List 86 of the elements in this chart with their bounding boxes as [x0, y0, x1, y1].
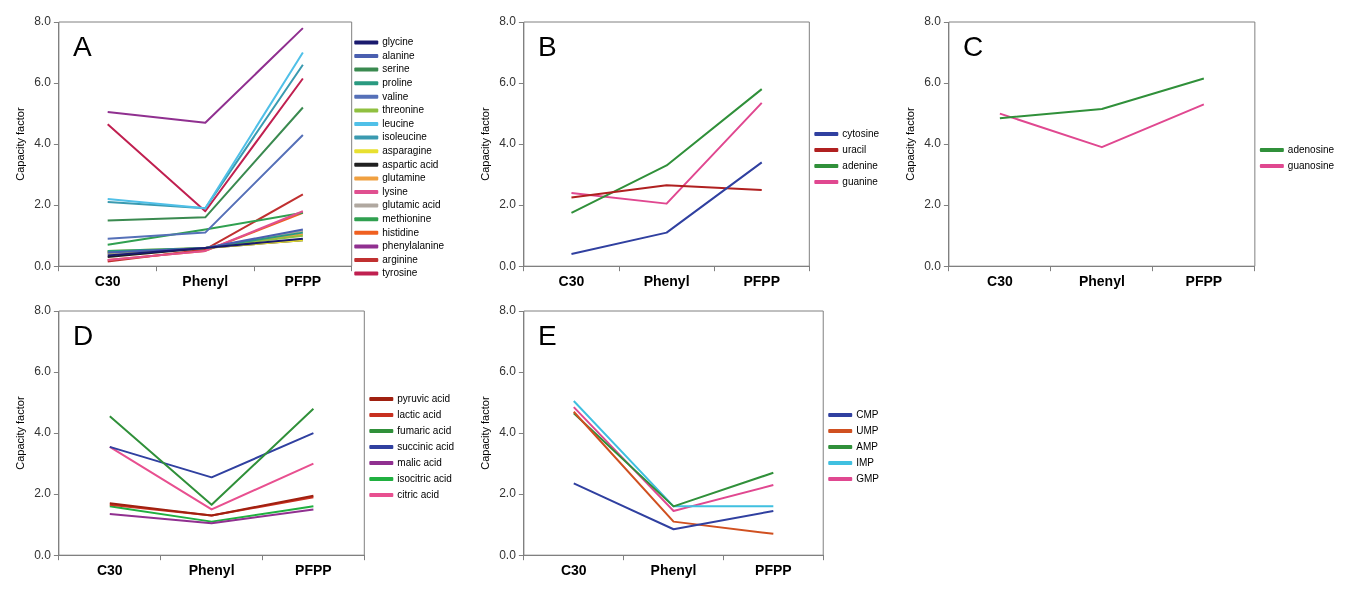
legend-label: adenosine [1287, 143, 1335, 155]
x-tick-label: C30 [96, 562, 123, 579]
legend-label: succinic acid [397, 440, 455, 452]
legend-label: uracil [842, 143, 867, 155]
y-tick-label: 0.0 [34, 547, 52, 562]
y-tick-label: 6.0 [34, 364, 52, 379]
legend-label: aspartic acid [382, 158, 439, 170]
legend-label: glutamine [382, 172, 427, 184]
x-tick-label: C30 [987, 273, 1013, 290]
legend-label: valine [382, 90, 409, 102]
legend-label: lysine [382, 185, 409, 197]
chart-title: D [72, 319, 94, 351]
y-tick-label: 2.0 [499, 197, 517, 212]
chart-title: E [537, 319, 557, 351]
legend-label: glycine [382, 36, 414, 48]
y-tick-label: 8.0 [499, 303, 517, 318]
legend-label: adenine [842, 159, 879, 171]
y-axis-title: Capacity factor [13, 107, 26, 181]
x-tick-label: Phenyl [643, 273, 690, 290]
legend-label: proline [382, 76, 413, 88]
legend-label: methionine [382, 212, 432, 224]
x-tick-label: Phenyl [188, 562, 235, 579]
chart-title: C [962, 30, 984, 62]
y-tick-label: 0.0 [924, 258, 942, 273]
x-tick-label: PFPP [295, 562, 332, 579]
x-tick-label: Phenyl [182, 273, 229, 290]
y-axis-title: Capacity factor [478, 396, 491, 470]
legend-label: leucine [382, 117, 415, 129]
y-tick-label: 8.0 [924, 14, 942, 29]
y-tick-label: 2.0 [34, 486, 52, 501]
legend-label: fumaric acid [397, 424, 452, 436]
chart-title: B [537, 30, 557, 62]
y-tick-label: 2.0 [34, 197, 52, 212]
x-tick-label: C30 [558, 273, 585, 290]
x-tick-label: PFPP [1185, 273, 1223, 290]
legend-label: cytosine [842, 127, 880, 139]
y-tick-label: 0.0 [499, 547, 517, 562]
legend-label: pyruvic acid [397, 392, 451, 404]
x-tick-label: Phenyl [650, 562, 697, 579]
legend-label: AMP [856, 440, 879, 452]
y-tick-label: 0.0 [499, 258, 517, 273]
y-tick-label: 4.0 [34, 425, 52, 440]
legend-label: histidine [382, 226, 420, 238]
chart-title: A [72, 30, 92, 62]
y-axis-title: Capacity factor [478, 107, 491, 181]
legend-label: isocitric acid [397, 472, 452, 484]
legend-label: CMP [856, 408, 879, 420]
x-tick-label: C30 [560, 562, 587, 579]
y-tick-label: 2.0 [924, 197, 942, 212]
legend-label: arginine [382, 253, 419, 265]
y-tick-label: 4.0 [924, 136, 942, 151]
legend-label: citric acid [397, 488, 439, 500]
y-tick-label: 4.0 [34, 136, 52, 151]
x-tick-label: PFPP [743, 273, 781, 290]
y-tick-label: 8.0 [34, 303, 52, 318]
y-tick-label: 6.0 [924, 75, 942, 90]
y-tick-label: 6.0 [499, 364, 517, 379]
x-tick-label: Phenyl [1078, 273, 1125, 290]
legend-label: serine [382, 63, 410, 75]
y-axis-title: Capacity factor [903, 107, 916, 181]
legend-label: glutamic acid [382, 199, 441, 211]
legend-label: UMP [856, 424, 879, 436]
x-tick-label: C30 [94, 273, 121, 290]
legend-label: IMP [856, 456, 875, 468]
legend-label: isoleucine [382, 131, 428, 143]
x-tick-label: PFPP [755, 562, 792, 579]
legend-label: tyrosine [382, 267, 418, 279]
legend-label: phenylalanine [382, 240, 445, 252]
legend-label: lactic acid [397, 408, 442, 420]
x-tick-label: PFPP [284, 273, 322, 290]
y-tick-label: 8.0 [499, 14, 517, 29]
legend-label: GMP [856, 472, 880, 484]
y-axis-title: Capacity factor [13, 396, 26, 470]
y-tick-label: 0.0 [34, 258, 52, 273]
legend-label: threonine [382, 104, 425, 116]
y-tick-label: 4.0 [499, 425, 517, 440]
legend-label: guanosine [1287, 159, 1335, 171]
legend-label: guanine [842, 175, 879, 187]
legend-label: asparagine [382, 144, 433, 156]
y-tick-label: 8.0 [34, 14, 52, 29]
legend-label: malic acid [397, 456, 442, 468]
y-tick-label: 2.0 [499, 486, 517, 501]
y-tick-label: 6.0 [499, 75, 517, 90]
legend-label: alanine [382, 49, 415, 61]
y-tick-label: 6.0 [34, 75, 52, 90]
y-tick-label: 4.0 [499, 136, 517, 151]
